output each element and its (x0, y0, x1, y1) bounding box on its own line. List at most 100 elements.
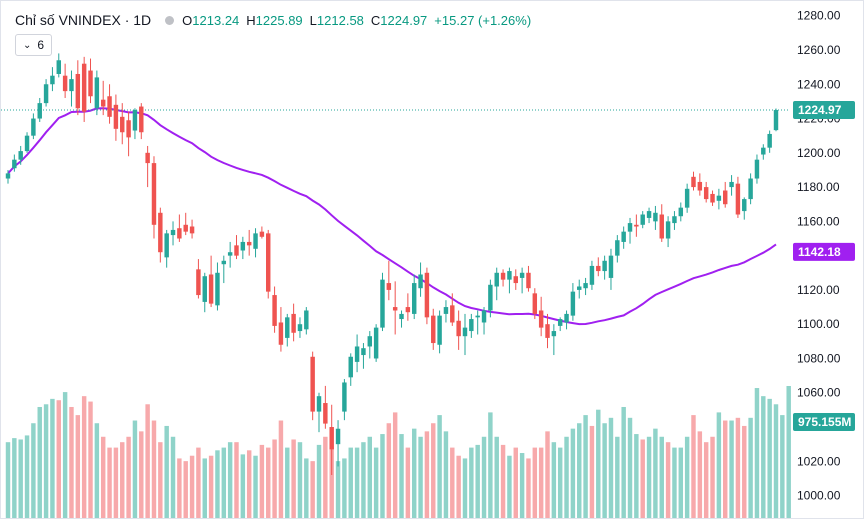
candle-body (367, 336, 373, 347)
close-key: C (370, 12, 381, 28)
candle-body (310, 356, 315, 412)
candle-body (469, 319, 474, 332)
volume-bar (786, 386, 791, 518)
candle-body (170, 229, 176, 236)
volume-bar (729, 420, 734, 518)
volume-bar (75, 415, 81, 518)
candle-body (342, 382, 347, 412)
candle-body (659, 214, 664, 239)
volume-bar (348, 447, 353, 518)
price-tick-label: 1240.00 (797, 77, 841, 91)
candle-body (646, 211, 652, 218)
candle-body (500, 272, 506, 280)
candle-body (519, 272, 525, 278)
volume-bar (665, 442, 671, 518)
volume-bar (735, 417, 741, 518)
candle-body (240, 241, 246, 251)
candle-body (278, 322, 284, 345)
candle-body (488, 284, 493, 311)
volume-bar (380, 434, 385, 518)
candle-body (126, 120, 131, 138)
candle-body (151, 163, 157, 225)
candle-body (202, 276, 207, 302)
candle-body (773, 110, 779, 131)
candle-body (723, 190, 728, 205)
high-key: H (246, 12, 256, 28)
candles (5, 53, 779, 476)
candle-body (62, 75, 68, 92)
volume-bar (240, 454, 246, 518)
volume-bar (615, 436, 620, 518)
candle-body (742, 199, 747, 212)
volume-bar (354, 447, 360, 518)
volume-bar (202, 458, 207, 518)
candle-body (424, 272, 430, 318)
candle-body (450, 305, 455, 323)
last-price-badge: 1224.97 (798, 103, 842, 117)
candle-body (24, 135, 30, 152)
volume-bar (405, 447, 411, 518)
chart-legend: Chỉ số VNINDEX · 1D O 1213.24 H 1225.89 … (15, 10, 531, 30)
volume-bar (373, 447, 379, 518)
volume-bar (107, 447, 112, 518)
volume-bar (443, 431, 449, 518)
candle-body (418, 274, 423, 289)
volume-bar (767, 398, 772, 518)
candle-body (348, 356, 353, 378)
indicator-toggle-button[interactable]: ⌄ 6 (15, 34, 53, 56)
candle-body (456, 320, 461, 337)
candle-body (189, 226, 195, 234)
volume-bar (183, 461, 188, 518)
volume-bar (748, 417, 753, 518)
volume-bar (488, 412, 493, 518)
candle-body (132, 109, 138, 131)
candle-body (754, 159, 760, 179)
volume-bar (399, 434, 404, 518)
price-tick-label: 1260.00 (797, 43, 841, 57)
candle-body (227, 252, 233, 256)
volume-bar (361, 442, 366, 518)
candle-body (672, 216, 677, 224)
volume-bar (43, 404, 49, 518)
change-value: +15.27 (+1.26%) (434, 12, 532, 28)
symbol-title[interactable]: Chỉ số VNINDEX · 1D (15, 12, 152, 28)
candle-body (615, 240, 620, 256)
price-tick-label: 1160.00 (797, 214, 840, 228)
candle-body (481, 310, 487, 323)
candle-body (513, 276, 518, 284)
price-tick-label: 1120.00 (797, 283, 840, 297)
candle-body (538, 310, 544, 328)
volume-bar (411, 428, 417, 518)
candle-body (246, 241, 252, 246)
volume-bar (608, 417, 614, 518)
price-tick-label: 1100.00 (797, 317, 840, 331)
candle-body (431, 315, 436, 344)
candle-body (545, 324, 550, 338)
volume-bar (291, 439, 296, 518)
candle-body (69, 79, 74, 92)
candle-body (5, 173, 11, 179)
volume-bar (557, 447, 563, 518)
candle-body (665, 221, 671, 239)
volume-bar (653, 428, 658, 518)
volume-bar (386, 423, 392, 518)
volume-bar (164, 425, 169, 518)
volume-bar (189, 455, 195, 518)
candle-body (196, 269, 201, 296)
volume-bar (659, 436, 664, 518)
candle-body (234, 245, 239, 256)
candle-body (88, 70, 93, 97)
volume-bar (526, 458, 531, 518)
volume-bar (545, 431, 550, 518)
volume-bar (424, 431, 430, 518)
candle-body (253, 233, 258, 249)
low-value: 1212.58 (316, 12, 364, 28)
volume-bar (640, 439, 645, 518)
candle-body (602, 260, 607, 272)
candle-body (208, 274, 214, 304)
price-tick-label: 1080.00 (797, 351, 841, 365)
open-key: O (182, 12, 193, 28)
candle-body (399, 313, 404, 320)
